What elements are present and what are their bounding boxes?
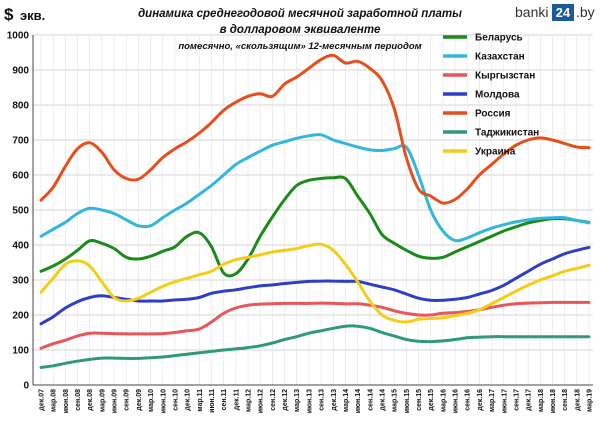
- x-tick-label: сен.10: [172, 389, 179, 411]
- x-tick-label: июн.09: [112, 389, 119, 413]
- y-tick-label: 800: [12, 101, 29, 112]
- x-tick-label: мар.12: [246, 389, 253, 412]
- y-tick-label: 900: [12, 66, 29, 77]
- x-tick-label: дек.18: [574, 389, 581, 411]
- logo-number: 24: [556, 5, 571, 20]
- x-tick-label: дек.11: [233, 389, 240, 410]
- x-tick-label: мар.19: [587, 389, 594, 412]
- x-tick-label: мар.18: [538, 389, 545, 412]
- x-tick-label: сен.15: [416, 389, 423, 411]
- legend-label: Молдова: [475, 90, 520, 101]
- legend-label: Таджикистан: [475, 128, 539, 139]
- x-tick-label: июн.10: [160, 389, 167, 413]
- y-tick-label: 300: [12, 276, 29, 287]
- x-tick-label: дек.07: [39, 389, 46, 411]
- legend-label: Россия: [475, 109, 511, 120]
- x-tick-label: дек.08: [87, 389, 94, 411]
- x-tick-label: сен.14: [367, 389, 374, 411]
- logo-badge: [552, 4, 574, 21]
- series-line-e84d1c: [39, 53, 591, 205]
- currency-symbol: $: [4, 5, 14, 24]
- y-tick-label: 500: [12, 206, 29, 217]
- x-tick-label: дек.13: [331, 389, 338, 411]
- x-tick-label: сен.13: [319, 389, 326, 411]
- legend-label: Украина: [475, 147, 516, 158]
- x-tick-label: июн.11: [209, 389, 216, 413]
- x-tick-label: сен.18: [562, 389, 569, 411]
- x-tick-label: июн.16: [453, 389, 460, 413]
- chart-title-line1: динамика среднегодовой месячной заработн…: [138, 8, 462, 20]
- legend-label: Кыргызстан: [475, 71, 535, 82]
- x-tick-label: мар.16: [440, 389, 447, 412]
- x-tick-label: сен.12: [270, 389, 277, 411]
- y-tick-label: 200: [12, 311, 29, 322]
- x-tick-label: июн.14: [355, 389, 362, 413]
- series-line-1a8a1a: [39, 175, 591, 278]
- chart-title-line2: в долларовом эквиваленте: [220, 24, 381, 36]
- x-tick-label: сен.11: [221, 389, 228, 410]
- x-tick-label: дек.10: [185, 389, 192, 411]
- y-tick-label: 700: [12, 136, 29, 147]
- x-tick-label: дек.15: [428, 389, 435, 411]
- series-line-2e9a7a: [39, 324, 591, 369]
- series-line-2e3ec8: [39, 245, 591, 326]
- x-tick-label: мар.17: [489, 389, 496, 412]
- x-tick-label: мар.09: [99, 389, 106, 412]
- x-tick-label: июн.15: [404, 389, 411, 413]
- x-tick-label: мар.15: [392, 389, 399, 412]
- x-tick-label: мар.10: [148, 389, 155, 412]
- legend-label: Казахстан: [475, 52, 525, 63]
- series-line-f5cc16: [39, 242, 591, 324]
- x-tick-label: дек.16: [477, 389, 484, 411]
- x-tick-label: мар.13: [294, 389, 301, 412]
- x-tick-label: дек.12: [282, 389, 289, 411]
- legend: Беларусь Казахстан Кыргызстан Молдова Россия…: [443, 33, 539, 158]
- x-tick-label: дек.17: [526, 389, 533, 411]
- logo-text-left: banki: [515, 4, 548, 20]
- legend-label: Беларусь: [475, 33, 523, 44]
- y-tick-label: 1000: [7, 31, 30, 42]
- x-tick-label: дек.14: [379, 389, 386, 411]
- x-tick-label: дек.09: [136, 389, 143, 411]
- x-tick-label: июн.08: [63, 389, 70, 413]
- y-tick-label: 100: [12, 346, 29, 357]
- chart-subtitle: помесячно, «скользящим» 12-месячным пери…: [178, 41, 421, 52]
- x-tick-label: сен.17: [513, 389, 520, 411]
- x-tick-label: июн.13: [306, 389, 313, 413]
- brand-logo: banki 24 .by: [515, 4, 595, 21]
- series-line-33b5dd: [39, 133, 591, 243]
- x-tick-label: июн.17: [501, 389, 508, 413]
- x-tick-label: мар.11: [197, 389, 204, 412]
- x-tick-label: сен.08: [75, 389, 82, 411]
- axis-layer: 0 100 200 300 400 500 600 700 800 900 1000 дек.07 ма…: [7, 31, 594, 414]
- y-tick-label: 400: [12, 241, 29, 252]
- y-tick-label: 600: [12, 171, 29, 182]
- x-tick-label: мар.14: [343, 389, 350, 412]
- x-tick-label: мар.08: [51, 389, 58, 412]
- currency-label: экв.: [20, 8, 45, 23]
- x-tick-label: сен.09: [124, 389, 131, 411]
- x-tick-label: июн.18: [550, 389, 557, 413]
- y-tick-label: 0: [23, 381, 29, 392]
- x-tick-label: июн.12: [258, 389, 265, 413]
- x-tick-label: сен.16: [465, 389, 472, 411]
- logo-text-right: .by: [576, 4, 595, 20]
- series-line-e8555a: [39, 300, 591, 350]
- series-layer: [39, 53, 591, 369]
